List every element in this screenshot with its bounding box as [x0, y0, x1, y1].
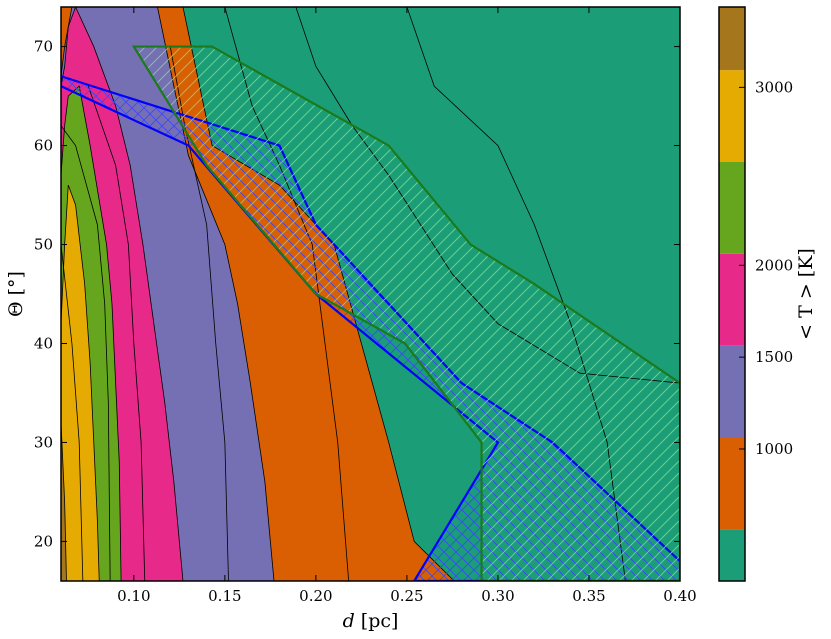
colorbar-band-6: [719, 7, 745, 71]
x-axis-unit: [pc]: [361, 610, 399, 632]
x-tick-label: 0.30: [481, 587, 514, 605]
colorbar-band-4: [719, 161, 745, 254]
contour-line-extra-2: [87, 86, 146, 581]
green-region-hatch: [133, 46, 680, 581]
band-1: [61, 185, 100, 581]
plot-area: [61, 7, 680, 581]
hatched-regions: [61, 45, 680, 581]
colorbar-tick-label: 2000: [755, 256, 793, 274]
x-tick-label: 0.15: [208, 587, 241, 605]
x-axis-title: d [pc]: [343, 610, 399, 632]
colorbar: 1000 1500 2000 3000: [718, 6, 793, 582]
colorbar-band-5: [719, 70, 745, 162]
contour-line-1: [61, 184, 100, 581]
contour-line-3: [61, 7, 184, 581]
colorbar-band-1: [719, 437, 745, 530]
x-axis-variable: d: [343, 610, 355, 632]
contour-line-2: [61, 85, 122, 581]
contour-line-0: [61, 422, 67, 581]
y-axis-unit: [°]: [5, 271, 27, 295]
x-tick-label: 0.10: [117, 587, 150, 605]
x-tick-label: 0.20: [299, 587, 332, 605]
x-tick-label: 0.40: [663, 587, 696, 605]
colorbar-tick-label: 1500: [755, 348, 793, 366]
colorbar-band-3: [719, 253, 745, 346]
x-axis: 0.10 0.15 0.20 0.25 0.30 0.35 0.40: [117, 7, 697, 605]
x-tick-label: 0.25: [390, 587, 423, 605]
y-axis-title: Θ [°]: [5, 271, 27, 317]
colorbar-tick-label: 3000: [755, 78, 793, 96]
y-tick-label: 50: [34, 236, 53, 254]
y-axis-variable: Θ: [5, 301, 27, 317]
plot-frame: [60, 6, 681, 582]
colorbar-title: < T > [K]: [795, 248, 817, 340]
green-region-outline: [131, 45, 680, 581]
y-tick-label: 60: [34, 137, 53, 155]
contour-line-extra-1: [61, 125, 111, 581]
colorbar-band-2: [719, 345, 745, 438]
y-tick-label: 20: [34, 532, 53, 550]
contour-line-extra-0: [61, 244, 84, 581]
x-tick-label: 0.35: [572, 587, 605, 605]
colorbar-band-0: [719, 529, 745, 581]
y-tick-label: 40: [34, 334, 53, 352]
y-axis: 20 30 40 50 60 70: [34, 38, 680, 550]
y-tick-label: 30: [34, 433, 53, 451]
colorbar-frame: [718, 6, 746, 582]
colorbar-tick-label: 1000: [755, 440, 793, 458]
y-tick-label: 70: [34, 38, 53, 56]
